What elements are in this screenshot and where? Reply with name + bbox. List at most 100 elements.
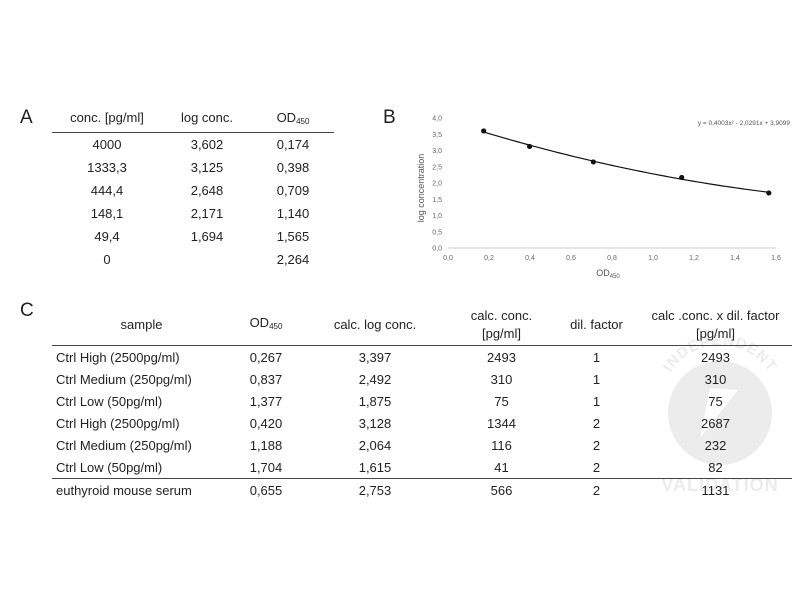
header-dil-factor: dil. factor — [570, 317, 623, 332]
chart-tick-labels: 0,0 0,2 0,4 0,6 0,8 1,0 1,2 1,4 1,6 0,0 0,5 1,0 1,5 2… — [432, 116, 781, 263]
cell-conc: 75 — [494, 393, 509, 409]
cell-conc: 2493 — [487, 349, 516, 365]
header-od-text: OD — [249, 315, 270, 330]
standard-curve-table: conc. [pg/ml] log conc. OD450 4000 3,602 0… — [52, 110, 334, 271]
table-row-serum: euthyroid mouse serum 0,655 2,753 566 2 1131 — [52, 478, 792, 501]
header-od-text: OD — [276, 110, 297, 125]
cell-od: 0,174 — [276, 137, 310, 152]
x-axis-label-text: OD — [596, 268, 610, 278]
x-tick-label: 0,2 — [484, 255, 494, 262]
cell-od: 0,709 — [276, 183, 310, 198]
chart-points — [481, 128, 772, 196]
cell-conc: 4000 — [92, 137, 122, 152]
cell-sample: Ctrl Medium (250pg/ml) — [56, 437, 192, 453]
x-tick-label: 1,0 — [648, 255, 658, 262]
cell-dil: 2 — [592, 459, 601, 475]
header-calc-conc: calc. conc. [pg/ml] — [449, 307, 554, 343]
cell-log: 2,064 — [358, 437, 392, 453]
table-row: Ctrl Medium (250pg/ml) 1,188 2,064 116 2 232 — [52, 434, 792, 456]
watermark-bottom-text: VALIDATION — [661, 475, 778, 495]
cell-log: 3,397 — [358, 349, 392, 365]
table-a-header: conc. [pg/ml] log conc. OD450 — [52, 110, 334, 133]
cell-od: 0,655 — [249, 482, 283, 498]
x-tick-label: 1,6 — [771, 255, 781, 262]
panel-label-c: C — [20, 300, 34, 321]
data-point — [526, 143, 533, 150]
x-tick-label: 0,6 — [566, 255, 576, 262]
cell-sample: Ctrl Low (50pg/ml) — [56, 393, 163, 409]
cell-sample: Ctrl Low (50pg/ml) — [56, 459, 163, 475]
table-row: 1333,3 3,125 0,398 — [52, 156, 334, 179]
y-tick-label: 3,0 — [432, 148, 442, 155]
cell-dil: 2 — [592, 437, 601, 453]
x-tick-label: 0,0 — [443, 255, 453, 262]
cell-od: 1,188 — [249, 437, 283, 453]
table-row: Ctrl Medium (250pg/ml) 0,837 2,492 310 1 310 — [52, 368, 792, 390]
cell-final: 82 — [708, 459, 723, 475]
cell-final: 310 — [704, 371, 727, 387]
cell-od: 0,398 — [276, 160, 310, 175]
y-tick-label: 3,5 — [432, 132, 442, 139]
cell-sample: Ctrl High (2500pg/ml) — [56, 349, 180, 365]
cell-dil: 2 — [592, 415, 601, 431]
cell-log: 2,753 — [358, 482, 392, 498]
x-tick-label: 1,2 — [689, 255, 699, 262]
header-od-sub: 450 — [296, 117, 310, 126]
cell-final: 2493 — [701, 349, 730, 365]
panel-label-a: A — [20, 107, 33, 128]
cell-log: 2,492 — [358, 371, 392, 387]
cell-conc: 310 — [490, 371, 513, 387]
cell-final: 2687 — [701, 415, 730, 431]
table-row: 4000 3,602 0,174 — [52, 133, 334, 156]
cell-log: 1,875 — [358, 393, 392, 409]
table-row: Ctrl Low (50pg/ml) 1,377 1,875 75 1 75 — [52, 390, 792, 412]
y-tick-label: 1,0 — [432, 213, 442, 220]
panel-label-b: B — [383, 107, 396, 128]
cell-od: 1,704 — [249, 459, 283, 475]
cell-log: 2,171 — [190, 206, 224, 221]
cell-final: 232 — [704, 437, 727, 453]
table-row: Ctrl Low (50pg/ml) 1,704 1,615 41 2 82 — [52, 456, 792, 478]
cell-conc: 49,4 — [94, 229, 120, 244]
header-calc-conc-line2: [pg/ml] — [481, 326, 521, 341]
cell-final: 75 — [708, 393, 723, 409]
cell-conc: 41 — [494, 459, 509, 475]
header-final-line1: calc .conc. x dil. factor — [651, 308, 780, 323]
header-sample: sample — [120, 317, 163, 332]
fit-curve — [483, 131, 769, 193]
table-row: 0 2,264 — [52, 248, 334, 271]
header-calc-conc-line1: calc. conc. — [470, 308, 533, 323]
cell-od: 0,420 — [249, 415, 283, 431]
data-point — [481, 128, 487, 134]
cell-log: 3,128 — [358, 415, 392, 431]
cell-od: 1,140 — [276, 206, 310, 221]
header-conc: conc. [pg/ml] — [70, 110, 144, 125]
cell-log: 1,694 — [190, 229, 224, 244]
x-tick-label: 0,8 — [607, 255, 617, 262]
cell-conc: 148,1 — [90, 206, 124, 221]
cell-final: 1131 — [701, 482, 730, 498]
cell-log: 3,125 — [190, 160, 224, 175]
cell-od: 0,267 — [249, 349, 283, 365]
cell-dil: 1 — [592, 393, 601, 409]
cell-conc: 1344 — [487, 415, 516, 431]
data-point — [766, 190, 772, 196]
cell-dil: 1 — [592, 371, 601, 387]
header-od-sub: 450 — [269, 322, 283, 331]
table-row: 148,1 2,171 1,140 — [52, 202, 334, 225]
y-axis-label: log concentration — [416, 154, 426, 223]
cell-sample: euthyroid mouse serum — [56, 482, 192, 498]
cell-conc: 444,4 — [90, 183, 124, 198]
header-final-conc: calc .conc. x dil. factor [pg/ml] — [639, 307, 792, 343]
cell-sample: Ctrl High (2500pg/ml) — [56, 415, 180, 431]
y-tick-label: 2,5 — [432, 164, 442, 171]
x-tick-label: 0,4 — [525, 255, 535, 262]
sample-results-table: sample OD450 calc. log conc. calc. conc.… — [52, 305, 792, 501]
validation-watermark: INDEPENDENT VALIDATION — [660, 332, 780, 495]
header-final-line2: [pg/ml] — [695, 326, 735, 341]
header-od: OD450 — [252, 110, 334, 126]
table-row: 444,4 2,648 0,709 — [52, 179, 334, 202]
x-axis-label: OD450 — [596, 268, 620, 280]
cell-dil: 2 — [592, 482, 601, 498]
cell-od: 1,565 — [276, 229, 310, 244]
